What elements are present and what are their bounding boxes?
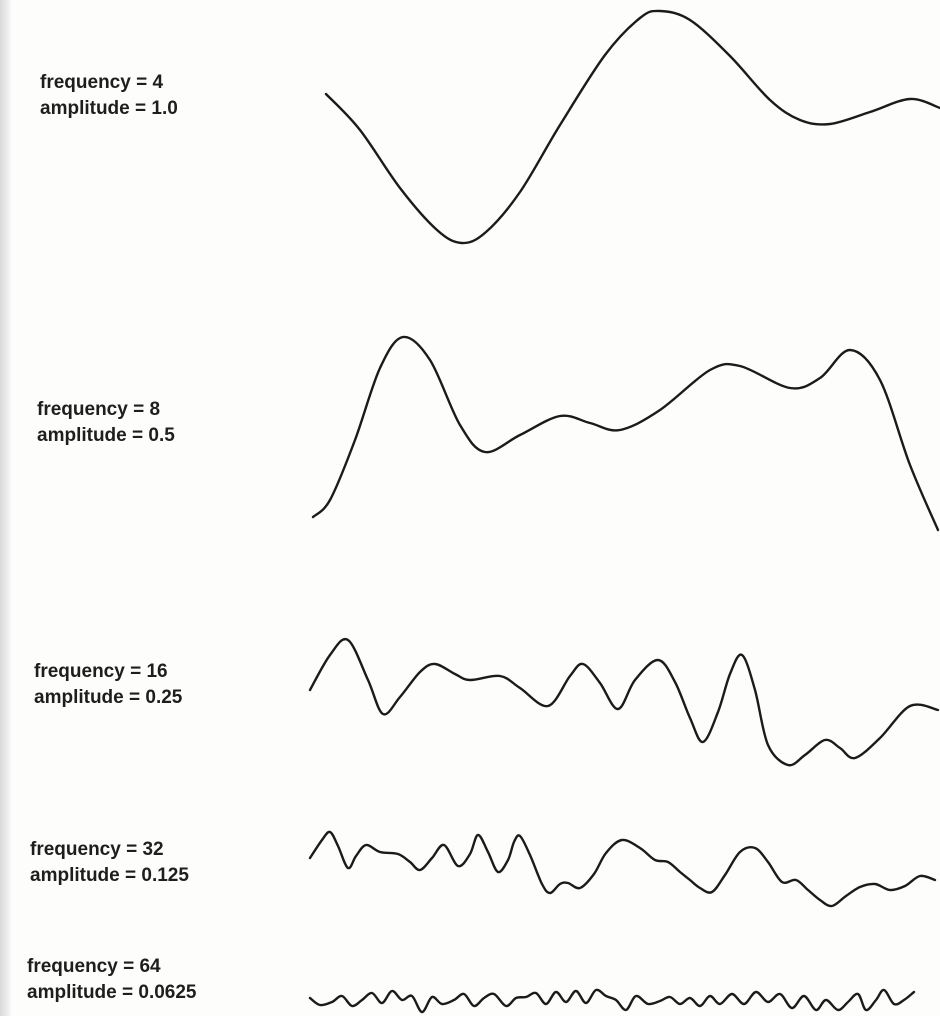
octave-2-amplitude-label: amplitude = 0.5 [37, 425, 175, 446]
octave-3-waveform [308, 637, 940, 767]
octave-4-amplitude-label: amplitude = 0.125 [30, 865, 189, 886]
octave-5-amplitude-label: amplitude = 0.0625 [27, 982, 197, 1003]
octave-3-frequency-label: frequency = 16 [34, 661, 168, 682]
octave-3-labels: frequency = 16 amplitude = 0.25 [34, 659, 182, 711]
octave-1-frequency-label: frequency = 4 [40, 72, 164, 93]
octave-2-labels: frequency = 8 amplitude = 0.5 [37, 397, 175, 449]
octave-5-waveform [308, 988, 916, 1014]
octave-4-waveform [308, 830, 937, 908]
octave-4-frequency-label: frequency = 32 [30, 839, 164, 860]
octave-5-frequency-label: frequency = 64 [27, 956, 161, 977]
octave-1-amplitude-label: amplitude = 1.0 [40, 98, 178, 119]
octave-4-labels: frequency = 32 amplitude = 0.125 [30, 837, 189, 889]
octave-1-labels: frequency = 4 amplitude = 1.0 [40, 70, 178, 122]
page-binding-shadow [0, 0, 12, 1016]
octave-1-waveform [324, 9, 940, 245]
octave-2-waveform [311, 335, 940, 532]
octave-5-labels: frequency = 64 amplitude = 0.0625 [27, 954, 197, 1006]
octave-2-frequency-label: frequency = 8 [37, 399, 161, 420]
octave-3-amplitude-label: amplitude = 0.25 [34, 687, 183, 708]
